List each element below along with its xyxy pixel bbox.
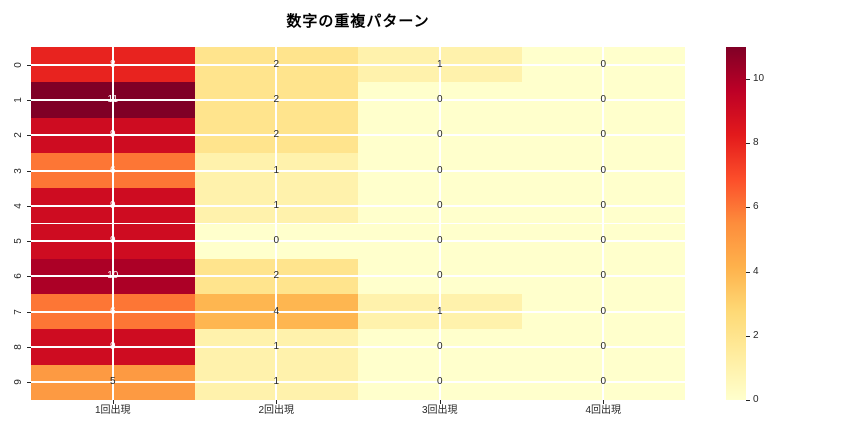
y-axis-tick xyxy=(27,64,31,66)
cell-value-annotation: 0 xyxy=(436,376,443,388)
gridline-vertical xyxy=(438,47,441,400)
y-axis-tick xyxy=(27,276,31,278)
x-tick-label: 1回出現 xyxy=(94,405,131,416)
cell-value-annotation: 0 xyxy=(600,270,607,282)
gridline-horizontal xyxy=(31,240,685,243)
cell-value-annotation: 0 xyxy=(436,93,443,105)
x-tick-label: 4回出現 xyxy=(585,405,622,416)
y-axis-tick xyxy=(27,205,31,207)
colorbar-tick xyxy=(746,143,750,145)
y-tick-label: 7 xyxy=(13,308,24,315)
cell-value-annotation: 0 xyxy=(436,270,443,282)
cell-value-annotation: 0 xyxy=(600,58,607,70)
cell-value-annotation: 2 xyxy=(273,129,280,141)
cell-value-annotation: 0 xyxy=(273,235,280,247)
cell-value-annotation: 9 xyxy=(109,129,116,141)
gridline-horizontal xyxy=(31,204,685,207)
cell-value-annotation: 9 xyxy=(109,199,116,211)
cell-value-annotation: 1 xyxy=(273,376,280,388)
y-tick-label: 4 xyxy=(13,203,24,209)
colorbar-tick-label: 10 xyxy=(753,73,765,85)
cell-value-annotation: 2 xyxy=(273,93,280,105)
cell-value-annotation: 0 xyxy=(600,376,607,388)
cell-value-annotation: 1 xyxy=(436,305,443,317)
cell-value-annotation: 2 xyxy=(273,270,280,282)
colorbar-tick xyxy=(746,271,750,273)
y-tick-label: 3 xyxy=(13,167,24,174)
gridline-vertical xyxy=(275,47,278,400)
cell-value-annotation: 9 xyxy=(109,341,116,353)
gridline-horizontal xyxy=(31,381,685,384)
cell-value-annotation: 0 xyxy=(600,305,607,317)
colorbar-tick-label: 2 xyxy=(753,329,759,341)
y-axis-tick xyxy=(27,170,31,172)
gridline-horizontal xyxy=(31,310,685,313)
cell-value-annotation: 8 xyxy=(109,58,116,70)
y-tick-label: 8 xyxy=(13,344,24,350)
cell-value-annotation: 0 xyxy=(436,341,443,353)
cell-value-annotation: 0 xyxy=(600,164,607,176)
cell-value-annotation: 0 xyxy=(436,235,443,247)
y-axis-tick xyxy=(27,135,31,137)
y-tick-label: 0 xyxy=(13,61,24,68)
gridline-horizontal xyxy=(31,346,685,349)
x-axis-tick xyxy=(112,400,114,404)
y-tick-label: 9 xyxy=(13,379,24,386)
cell-value-annotation: 2 xyxy=(273,58,280,70)
gridline-horizontal xyxy=(31,98,685,101)
cell-value-annotation: 0 xyxy=(600,341,607,353)
y-axis-tick xyxy=(27,99,31,101)
y-tick-label: 2 xyxy=(13,132,24,139)
cell-value-annotation: 5 xyxy=(109,376,116,388)
x-axis-tick xyxy=(603,400,605,404)
y-tick-label: 1 xyxy=(13,97,24,103)
heatmap-plot-area: 8 2 1 0 11 2 0 0 9 2 0 0 6 1 0 0 9 1 0 0 9 0 0 0 10 2 0 0 6 4 1 0 9 1 0 0 5 1… xyxy=(31,47,685,400)
cell-value-annotation: 1 xyxy=(436,58,443,70)
colorbar-tick-label: 6 xyxy=(753,201,759,213)
x-axis-tick xyxy=(276,400,278,404)
colorbar-tick xyxy=(746,79,750,81)
colorbar-tick-label: 4 xyxy=(753,265,759,277)
cell-value-annotation: 4 xyxy=(273,305,280,317)
cell-value-annotation: 0 xyxy=(436,199,443,211)
colorbar-tick xyxy=(746,400,750,401)
colorbar-tick-label: 0 xyxy=(753,394,759,405)
gridline-horizontal xyxy=(31,134,685,137)
cell-value-annotation: 1 xyxy=(273,164,280,176)
cell-value-annotation: 0 xyxy=(600,199,607,211)
y-axis-tick xyxy=(27,311,31,313)
x-tick-label: 2回出現 xyxy=(258,405,295,416)
y-axis-tick xyxy=(27,382,31,384)
gridline-horizontal xyxy=(31,169,685,172)
gridline-horizontal xyxy=(31,275,685,278)
cell-value-annotation: 0 xyxy=(436,164,443,176)
cell-value-annotation: 1 xyxy=(273,341,280,353)
colorbar-tick xyxy=(746,207,750,209)
y-tick-label: 5 xyxy=(13,238,24,244)
cell-value-annotation: 9 xyxy=(109,235,116,247)
cell-value-annotation: 6 xyxy=(109,164,116,176)
chart-title: 数字の重複パターン xyxy=(286,13,430,30)
x-tick-label: 3回出現 xyxy=(421,405,458,416)
colorbar-tick xyxy=(746,335,750,337)
colorbar xyxy=(726,47,746,400)
gridline-vertical xyxy=(111,47,114,400)
cell-value-annotation: 11 xyxy=(107,93,118,105)
cell-value-annotation: 0 xyxy=(436,129,443,141)
gridline-horizontal xyxy=(31,63,685,66)
x-axis-tick xyxy=(439,400,441,404)
y-axis-tick xyxy=(27,347,31,349)
y-tick-label: 6 xyxy=(13,273,24,280)
cell-value-annotation: 10 xyxy=(107,270,119,282)
y-axis-tick xyxy=(27,241,31,243)
gridline-vertical xyxy=(602,47,605,400)
cell-value-annotation: 1 xyxy=(273,199,280,211)
colorbar-tick-label: 8 xyxy=(753,137,759,149)
cell-value-annotation: 0 xyxy=(600,129,607,141)
cell-value-annotation: 0 xyxy=(600,235,607,247)
cell-value-annotation: 0 xyxy=(600,93,607,105)
cell-value-annotation: 6 xyxy=(109,305,116,317)
